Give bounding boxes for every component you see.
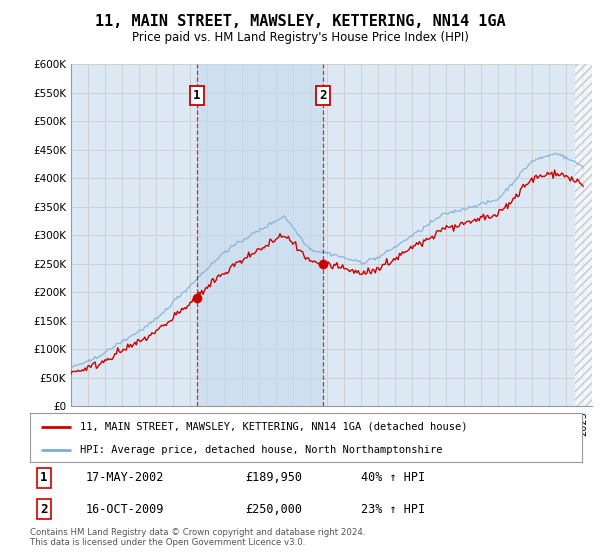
Text: 40% ↑ HPI: 40% ↑ HPI — [361, 471, 425, 484]
Text: £250,000: £250,000 — [245, 503, 302, 516]
Text: 11, MAIN STREET, MAWSLEY, KETTERING, NN14 1GA: 11, MAIN STREET, MAWSLEY, KETTERING, NN1… — [95, 14, 505, 29]
Text: Price paid vs. HM Land Registry's House Price Index (HPI): Price paid vs. HM Land Registry's House … — [131, 31, 469, 44]
Text: 17-MAY-2002: 17-MAY-2002 — [85, 471, 164, 484]
Bar — [575, 64, 592, 406]
Text: HPI: Average price, detached house, North Northamptonshire: HPI: Average price, detached house, Nort… — [80, 445, 442, 455]
Text: 1: 1 — [193, 88, 200, 102]
Text: 16-OCT-2009: 16-OCT-2009 — [85, 503, 164, 516]
Text: 1: 1 — [40, 471, 47, 484]
Text: 11, MAIN STREET, MAWSLEY, KETTERING, NN14 1GA (detached house): 11, MAIN STREET, MAWSLEY, KETTERING, NN1… — [80, 422, 467, 432]
Text: 2: 2 — [320, 88, 327, 102]
Bar — [575, 64, 592, 406]
Text: £189,950: £189,950 — [245, 471, 302, 484]
Bar — [197, 64, 323, 406]
Text: 23% ↑ HPI: 23% ↑ HPI — [361, 503, 425, 516]
Text: Contains HM Land Registry data © Crown copyright and database right 2024.
This d: Contains HM Land Registry data © Crown c… — [30, 528, 365, 547]
Text: 2: 2 — [40, 503, 47, 516]
